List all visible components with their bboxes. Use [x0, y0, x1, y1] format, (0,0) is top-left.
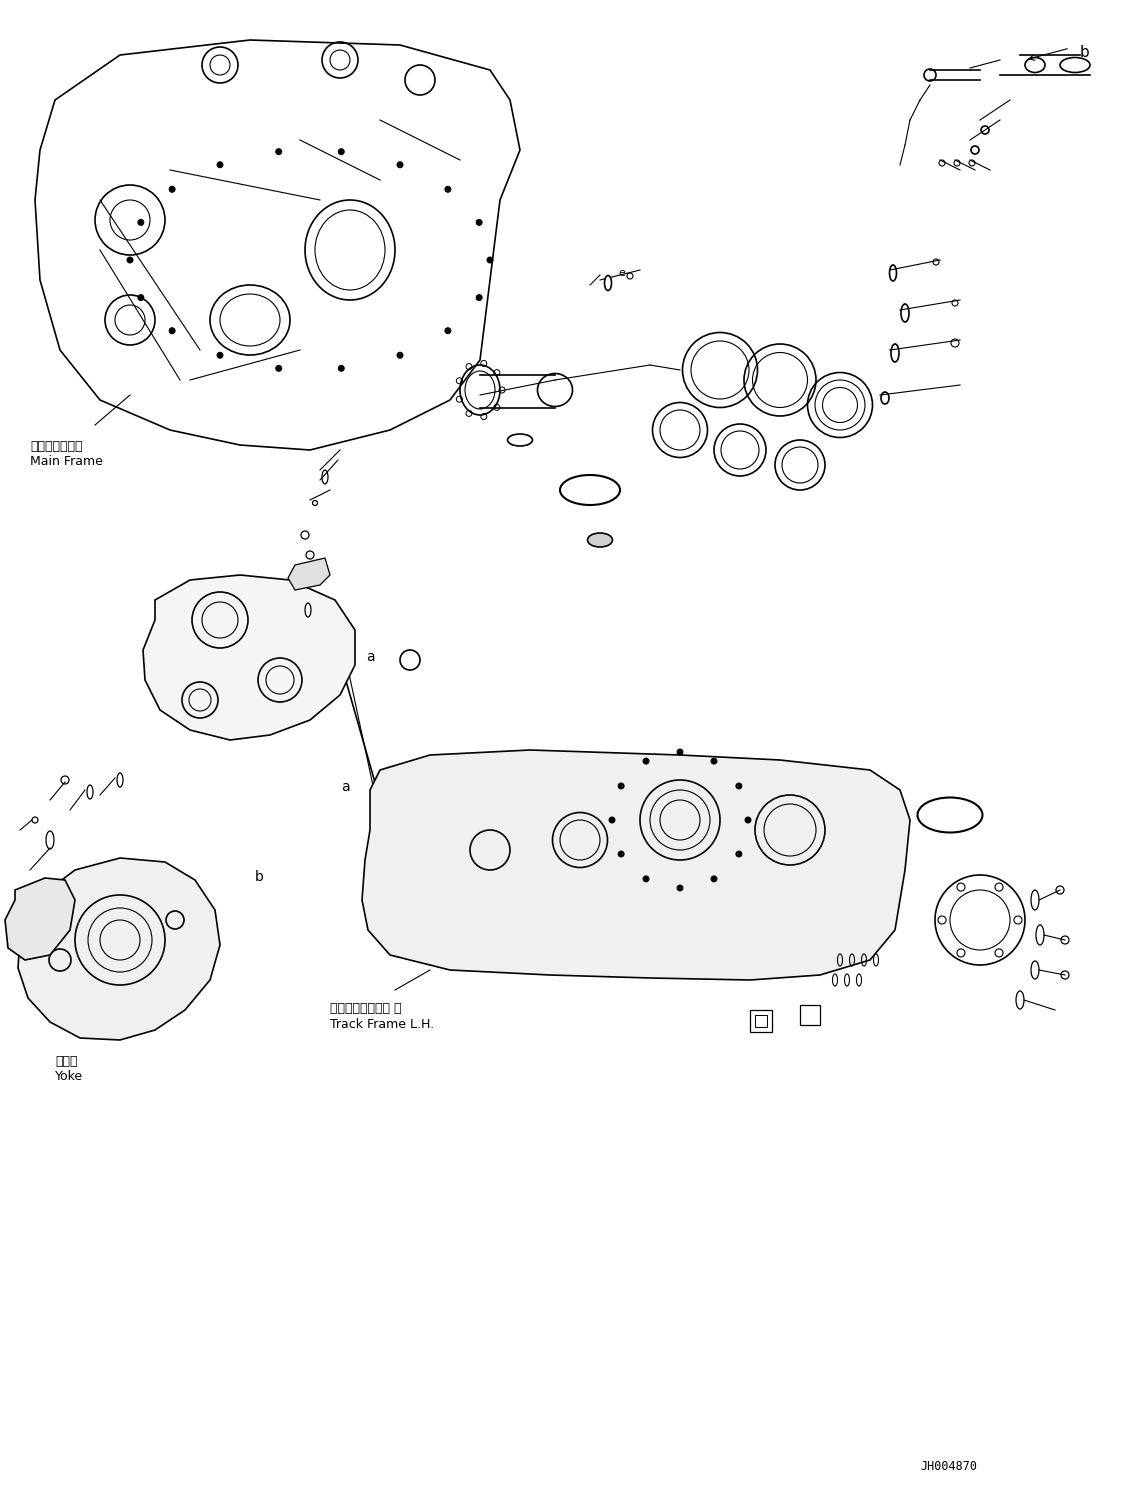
Circle shape	[609, 817, 615, 823]
Circle shape	[137, 295, 144, 301]
Text: トラックフレーム 左: トラックフレーム 左	[330, 1002, 402, 1015]
Circle shape	[644, 875, 649, 881]
Bar	[800, 1005, 819, 1024]
Text: メインフレーム: メインフレーム	[30, 440, 83, 453]
Bar	[755, 1015, 767, 1027]
Circle shape	[711, 757, 717, 763]
Circle shape	[127, 256, 133, 262]
Circle shape	[676, 886, 683, 892]
Circle shape	[217, 352, 222, 358]
Text: a: a	[365, 650, 375, 663]
Circle shape	[711, 875, 717, 881]
Circle shape	[169, 186, 175, 192]
Ellipse shape	[605, 276, 612, 291]
Circle shape	[735, 783, 742, 789]
Text: a: a	[340, 780, 350, 795]
Circle shape	[735, 851, 742, 857]
Polygon shape	[288, 558, 330, 590]
Text: JH004870: JH004870	[920, 1460, 977, 1473]
Circle shape	[619, 851, 624, 857]
Circle shape	[137, 219, 144, 225]
Circle shape	[445, 186, 451, 192]
Text: Main Frame: Main Frame	[30, 455, 103, 468]
Circle shape	[338, 365, 344, 371]
Text: b: b	[255, 871, 263, 884]
Polygon shape	[362, 750, 910, 980]
Circle shape	[477, 219, 482, 225]
Circle shape	[745, 817, 751, 823]
Text: ヨーク: ヨーク	[54, 1056, 77, 1068]
Circle shape	[397, 161, 403, 167]
Circle shape	[276, 149, 281, 155]
Circle shape	[338, 149, 344, 155]
Polygon shape	[18, 857, 220, 1041]
Text: e: e	[617, 268, 625, 277]
Circle shape	[619, 783, 624, 789]
Text: Track Frame L.H.: Track Frame L.H.	[330, 1018, 434, 1030]
Circle shape	[169, 328, 175, 334]
Circle shape	[397, 352, 403, 358]
Text: Yoke: Yoke	[54, 1071, 83, 1082]
Circle shape	[644, 757, 649, 763]
Bar	[750, 1009, 772, 1032]
Circle shape	[676, 748, 683, 754]
Circle shape	[477, 295, 482, 301]
Text: b: b	[1081, 45, 1090, 60]
Polygon shape	[5, 878, 75, 960]
Ellipse shape	[588, 532, 613, 547]
Polygon shape	[143, 576, 355, 740]
Circle shape	[217, 161, 222, 167]
Circle shape	[276, 365, 281, 371]
Circle shape	[445, 328, 451, 334]
Circle shape	[487, 256, 493, 262]
